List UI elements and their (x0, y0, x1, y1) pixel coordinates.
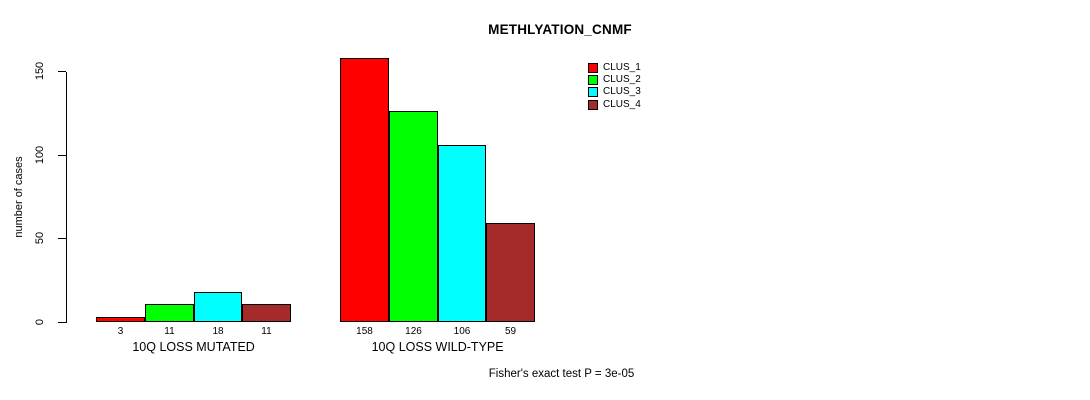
legend-swatch-icon (588, 63, 598, 74)
bar-clus_2-group2 (389, 111, 438, 322)
legend-item: CLUS_2 (588, 74, 641, 86)
bar-value-label: 11 (261, 326, 272, 337)
bar-value-label: 18 (212, 326, 224, 337)
group-label: 10Q LOSS MUTATED (132, 340, 255, 354)
legend-item: CLUS_4 (588, 99, 641, 111)
legend-swatch-icon (588, 75, 598, 86)
legend-label: CLUS_2 (603, 74, 641, 86)
legend: CLUS_1 CLUS_2 CLUS_3 CLUS_4 (588, 62, 641, 111)
bar-clus_4-group2 (486, 223, 535, 322)
bar-value-label: 158 (356, 326, 373, 337)
legend-label: CLUS_1 (603, 62, 641, 74)
bar-value-label: 3 (117, 326, 124, 337)
y-tick-mark (58, 154, 66, 156)
legend-item: CLUS_3 (588, 86, 641, 98)
bar-value-label: 126 (405, 326, 422, 337)
bar-clus_2-group1 (145, 304, 194, 322)
legend-label: CLUS_4 (603, 98, 641, 110)
stat-annotation: Fisher's exact test P = 3e-05 (488, 368, 635, 380)
y-tick-mark (58, 71, 66, 72)
bar-clus_1-group2 (340, 58, 389, 322)
bar-clus_4-group1 (242, 304, 291, 322)
legend-label: CLUS_3 (603, 86, 641, 98)
y-axis-title: number of cases (13, 156, 25, 238)
bar-clus_3-group2 (438, 145, 486, 322)
y-tick-label: 100 (34, 145, 46, 164)
bar-value-label: 11 (164, 326, 175, 337)
y-tick-mark (58, 238, 66, 240)
bar-clus_3-group1 (194, 292, 242, 322)
y-tick-label: 50 (34, 232, 46, 245)
legend-swatch-icon (588, 87, 598, 98)
y-axis-line (66, 72, 67, 323)
y-tick-label: 150 (34, 61, 46, 81)
y-tick-mark (58, 322, 66, 323)
group-label: 10Q LOSS WILD-TYPE (371, 340, 504, 354)
bar-value-label: 59 (504, 326, 517, 337)
bar-clus_1-group1 (96, 317, 145, 322)
y-tick-label: 0 (34, 318, 46, 326)
legend-item: CLUS_1 (588, 62, 641, 74)
legend-swatch-icon (588, 99, 598, 110)
chart-title: METHLYATION_CNMF (488, 22, 632, 37)
bar-value-label: 106 (453, 326, 471, 337)
